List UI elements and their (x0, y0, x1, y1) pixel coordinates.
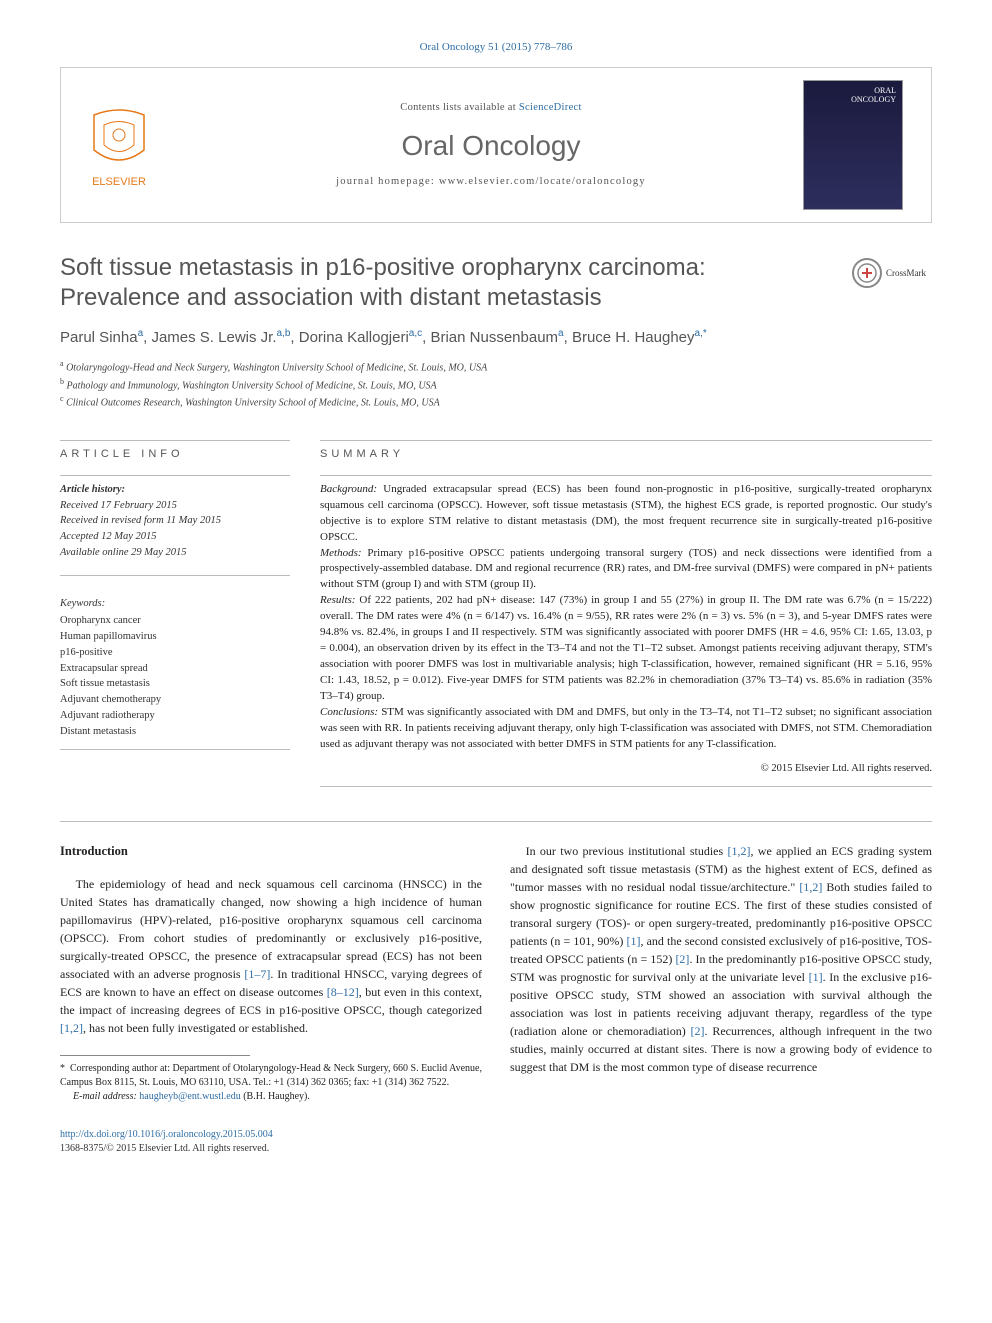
doi-link[interactable]: http://dx.doi.org/10.1016/j.oraloncology… (60, 1129, 273, 1140)
abstract-body: Background: Ungraded extracapsular sprea… (320, 482, 932, 776)
journal-cover-thumbnail: ORALONCOLOGY (803, 80, 903, 210)
journal-name: Oral Oncology (195, 126, 787, 165)
affiliation-b: Pathology and Immunology, Washington Uni… (67, 380, 437, 391)
keyword-item: Adjuvant chemotherapy (60, 692, 290, 708)
authors-list: Parul Sinhaa, James S. Lewis Jr.a,b, Dor… (60, 327, 932, 348)
introduction-heading: Introduction (60, 842, 482, 861)
keyword-item: p16-positive (60, 645, 290, 661)
footnotes: * Corresponding author at: Department of… (60, 1062, 482, 1104)
intro-paragraph-2: In our two previous institutional studie… (510, 842, 932, 1076)
article-title: Soft tissue metastasis in p16-positive o… (60, 253, 832, 313)
keyword-item: Human papillomavirus (60, 629, 290, 645)
article-info-label: ARTICLE INFO (60, 447, 290, 462)
abstract-copyright: © 2015 Elsevier Ltd. All rights reserved… (320, 761, 932, 776)
affiliation-a: Otolaryngology-Head and Neck Surgery, Wa… (66, 363, 487, 374)
crossmark-badge[interactable]: CrossMark (852, 253, 932, 293)
body-text: Introduction The epidemiology of head an… (60, 842, 932, 1104)
contents-available: Contents lists available at ScienceDirec… (195, 101, 787, 116)
intro-paragraph-1: The epidemiology of head and neck squamo… (60, 875, 482, 1037)
keyword-item: Extracapsular spread (60, 661, 290, 677)
crossmark-label: CrossMark (886, 267, 926, 280)
journal-homepage: journal homepage: www.elsevier.com/locat… (195, 175, 787, 190)
journal-header: ELSEVIER Contents lists available at Sci… (60, 67, 932, 223)
keyword-item: Distant metastasis (60, 724, 290, 740)
article-info-column: ARTICLE INFO Article history: Received 1… (60, 434, 290, 793)
svg-text:ELSEVIER: ELSEVIER (92, 176, 146, 188)
keyword-item: Soft tissue metastasis (60, 676, 290, 692)
top-citation: Oral Oncology 51 (2015) 778–786 (60, 40, 932, 55)
footnote-separator (60, 1055, 250, 1056)
keywords-block: Keywords: Oropharynx cancerHuman papillo… (60, 596, 290, 740)
summary-column: SUMMARY Background: Ungraded extracapsul… (320, 434, 932, 793)
affiliation-c: Clinical Outcomes Research, Washington U… (66, 397, 440, 408)
sciencedirect-link[interactable]: ScienceDirect (519, 102, 582, 113)
article-history: Article history: Received 17 February 20… (60, 482, 290, 561)
issn-copyright: 1368-8375/© 2015 Elsevier Ltd. All right… (60, 1143, 269, 1154)
elsevier-logo: ELSEVIER (79, 100, 159, 190)
summary-label: SUMMARY (320, 447, 932, 462)
corresponding-email-link[interactable]: haugheyb@ent.wustl.edu (139, 1091, 240, 1102)
keyword-item: Adjuvant radiotherapy (60, 708, 290, 724)
page-footer: http://dx.doi.org/10.1016/j.oraloncology… (60, 1128, 932, 1156)
keyword-item: Oropharynx cancer (60, 613, 290, 629)
affiliations: a Otolaryngology-Head and Neck Surgery, … (60, 358, 932, 410)
crossmark-icon (852, 258, 882, 288)
cover-label: ORALONCOLOGY (851, 87, 896, 105)
